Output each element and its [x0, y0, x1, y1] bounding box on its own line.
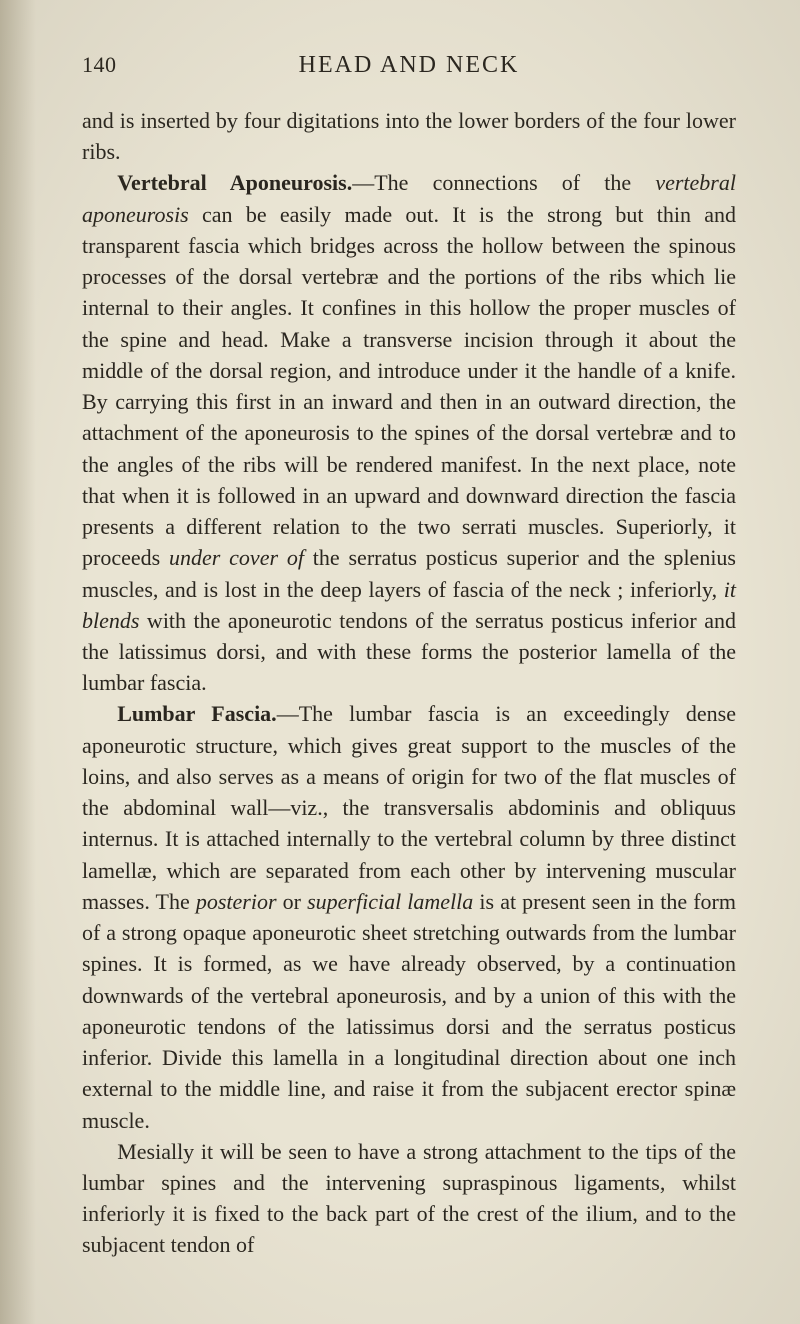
page-header: 140 HEAD AND NECK	[82, 52, 736, 79]
italic-term: superficial lamella	[307, 889, 473, 914]
page-gutter-shadow	[0, 0, 36, 1324]
body-text: and is inserted by four digitations into…	[82, 108, 736, 164]
paragraph-mesially: Mesially it will be seen to have a stron…	[82, 1136, 736, 1261]
body-text: Mesially it will be seen to have a stron…	[82, 1139, 736, 1258]
section-heading: Lumbar Fascia.	[117, 701, 277, 726]
section-heading: Vertebral Aponeurosis.	[117, 170, 352, 195]
paragraph-lumbar-fascia: Lumbar Fascia.—The lumbar fascia is an e…	[82, 698, 736, 1135]
body-text: —The lumbar fascia is an exceedingly den…	[82, 701, 736, 913]
paragraph-vertebral-aponeurosis: Vertebral Aponeurosis.—The connections o…	[82, 167, 736, 698]
page-body: and is inserted by four digitations into…	[82, 105, 736, 1261]
italic-term: under cover of	[169, 545, 304, 570]
paragraph-continuation: and is inserted by four digitations into…	[82, 105, 736, 167]
body-text: or	[277, 889, 308, 914]
running-title: HEAD AND NECK	[152, 52, 736, 79]
body-text: —The connections of the	[352, 170, 655, 195]
body-text: is at present seen in the form of a stro…	[82, 889, 736, 1133]
body-text: can be easily made out. It is the strong…	[82, 202, 736, 571]
body-text: with the aponeurotic tendons of the serr…	[82, 608, 736, 695]
italic-term: posterior	[196, 889, 277, 914]
page-number: 140	[82, 52, 152, 78]
